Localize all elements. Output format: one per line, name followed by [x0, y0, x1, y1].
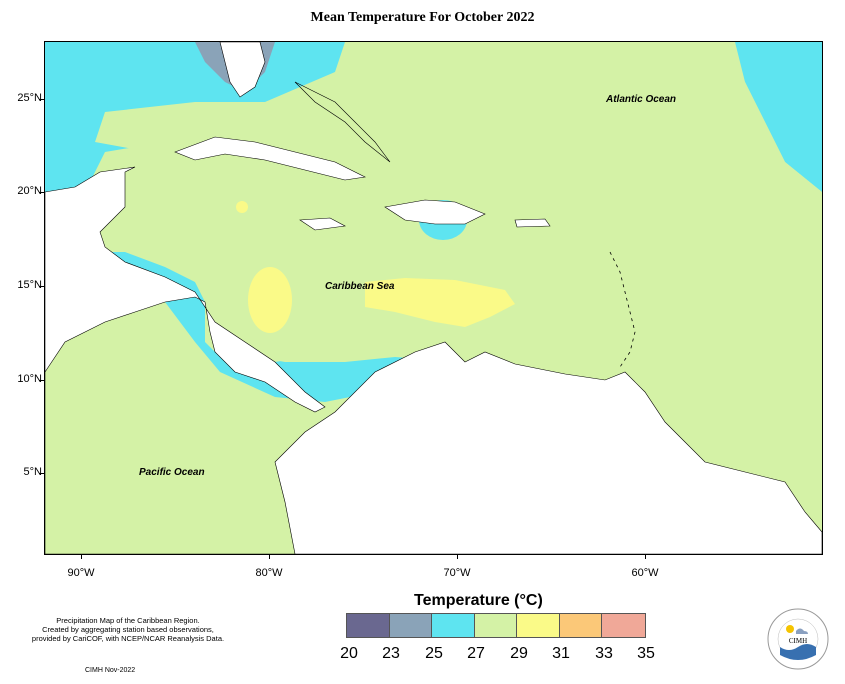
color-legend [346, 613, 646, 638]
pacific-ocean-label: Pacific Ocean [139, 467, 205, 478]
lat-label-5n: 5°N [23, 466, 42, 478]
lat-label-15n: 15°N [17, 279, 42, 291]
lon-label-90w: 90°W [67, 567, 95, 579]
legend-tick: 33 [595, 645, 613, 662]
map-title: Mean Temperature For October 2022 [310, 10, 535, 25]
legend-tick: 29 [510, 645, 528, 662]
yellow-zone-east [365, 278, 515, 327]
legend-tick: 35 [637, 645, 655, 662]
lon-label-80w: 80°W [255, 567, 283, 579]
legend-tick: 25 [425, 645, 443, 662]
cyan-zone-north [45, 42, 822, 192]
legend-swatch [474, 614, 517, 637]
caribbean-sea-label: Caribbean Sea [325, 281, 395, 292]
cimh-logo: CIMH [766, 607, 830, 671]
land-puerto-rico [514, 218, 551, 228]
lon-label-60w: 60°W [631, 567, 659, 579]
lon-label-70w: 70°W [443, 567, 471, 579]
logo-name: CIMH [789, 637, 807, 645]
lat-tick [39, 380, 44, 381]
lat-label-10n: 10°N [17, 373, 42, 385]
legend-tick: 23 [382, 645, 400, 662]
land-lesser-antilles [609, 251, 636, 368]
legend-swatch [347, 614, 390, 637]
legend-swatch [432, 614, 475, 637]
lon-tick [269, 554, 270, 559]
yellow-zone-central [248, 267, 292, 333]
cimh-date: CIMH Nov-2022 [85, 667, 136, 674]
credit-line: Created by aggregating station based obs… [42, 625, 214, 634]
land-yucatan [45, 166, 822, 554]
lat-tick [39, 99, 44, 100]
land-bahamas [294, 81, 391, 163]
lat-label-25n: 25°N [17, 92, 42, 104]
land-cuba [174, 136, 366, 181]
land-florida [219, 42, 266, 98]
atlantic-ocean-label: Atlantic Ocean [606, 94, 677, 105]
lon-tick [81, 554, 82, 559]
land-jamaica [299, 217, 346, 231]
lat-tick [39, 473, 44, 474]
temperature-map [44, 41, 823, 555]
legend-swatch [389, 614, 432, 637]
legend-tick: 31 [552, 645, 570, 662]
yellow-zone-cayman [236, 201, 248, 213]
lat-tick [39, 286, 44, 287]
legend-swatch [517, 614, 560, 637]
legend-tick: 27 [467, 645, 485, 662]
lat-label-20n: 20°N [17, 185, 42, 197]
credit-line: provided by CariCOF, with NCEP/NCAR Rean… [31, 634, 225, 643]
lat-tick [39, 192, 44, 193]
credit-line: Precipitation Map of the Caribbean Regio… [56, 616, 200, 625]
credit-text: Precipitation Map of the Caribbean Regio… [10, 616, 246, 643]
legend-tick: 20 [340, 645, 358, 662]
legend-title: Temperature (°C) [414, 592, 543, 609]
legend-swatch [602, 614, 645, 637]
land-hispaniola [384, 199, 486, 225]
lon-tick [645, 554, 646, 559]
map-canvas [45, 42, 822, 554]
legend-swatch [559, 614, 602, 637]
lon-tick [457, 554, 458, 559]
